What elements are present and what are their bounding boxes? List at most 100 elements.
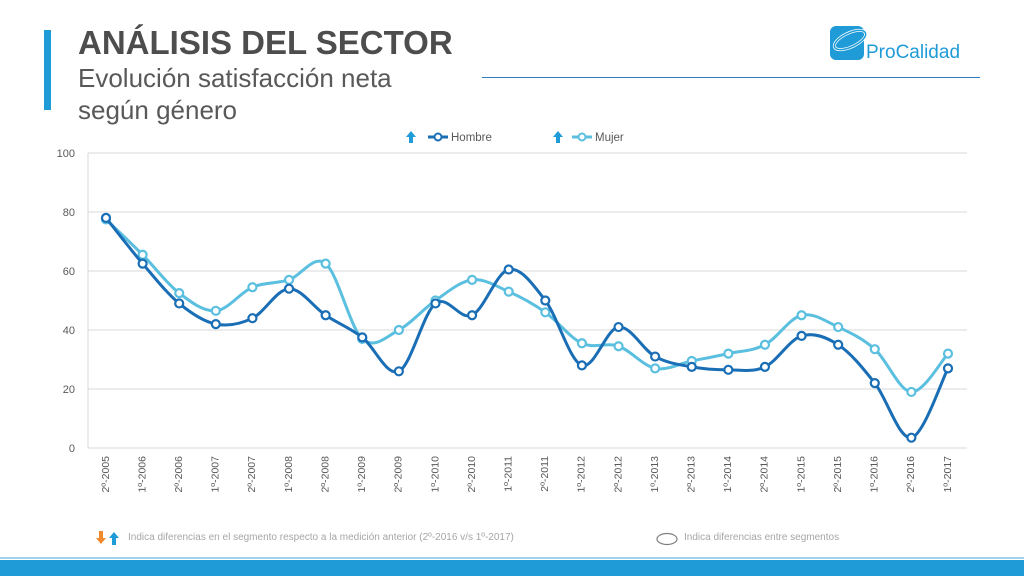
data-point-hombre: [576, 360, 588, 371]
x-tick-label: 2º-2006: [173, 456, 185, 493]
data-point-mujer: [210, 305, 221, 316]
data-point-mujer: [283, 274, 295, 285]
data-point-hombre: [430, 298, 441, 309]
data-point-hombre: [796, 330, 807, 341]
data-point-hombre: [759, 361, 771, 372]
x-tick-label: 2º-2013: [686, 456, 698, 493]
data-point-mujer: [503, 286, 514, 297]
down-arrow-icon: [96, 531, 106, 544]
data-point-hombre: [686, 361, 697, 372]
x-tick-label: 2º-2012: [612, 456, 624, 493]
data-point-hombre: [723, 364, 734, 375]
x-tick-label: 2º-2007: [246, 456, 258, 493]
x-tick-label: 2º-2016: [905, 456, 917, 493]
y-tick-label: 20: [63, 384, 75, 396]
data-point-mujer: [174, 288, 185, 299]
data-point-hombre: [540, 295, 551, 306]
legend-marker-swatch: [433, 132, 443, 142]
bottom-accent-bar: [0, 560, 1024, 576]
data-point-mujer: [796, 310, 807, 321]
data-point-hombre: [466, 310, 478, 321]
arrows-legend-icon: [96, 531, 119, 545]
procalidad-logo: ProCalidad: [826, 20, 996, 70]
page-title: ANÁLISIS DEL SECTOR: [78, 24, 453, 61]
data-point-hombre: [320, 310, 331, 321]
data-point-hombre: [137, 258, 148, 269]
data-point-hombre: [100, 212, 112, 223]
page-subtitle: Evolución satisfacción neta según género: [78, 63, 392, 125]
circle-footnote: Indica diferencias entre segmentos: [684, 532, 840, 543]
data-point-hombre: [833, 339, 844, 350]
legend-label-mujer: Mujer: [595, 132, 624, 144]
x-tick-label: 1º-2012: [576, 456, 588, 493]
x-tick-label: 1º-2008: [283, 456, 295, 493]
x-tick-label: 1º-2017: [942, 456, 954, 493]
logo-text-pro: Pro: [866, 42, 896, 63]
data-point-mujer: [906, 386, 917, 398]
data-point-hombre: [283, 283, 295, 294]
data-point-mujer: [247, 282, 258, 293]
x-tick-label: 2º-2010: [466, 456, 478, 493]
data-point-hombre: [613, 321, 624, 333]
legend-up-arrow-icon: [406, 131, 416, 143]
x-tick-label: 1º-2006: [136, 456, 148, 493]
x-tick-label: 1º-2015: [795, 456, 807, 493]
header-divider: [482, 77, 980, 78]
data-point-mujer: [393, 324, 404, 336]
arrows-footnote: Indica diferencias en el segmento respec…: [128, 532, 514, 543]
logo-text: ProCalidad: [866, 42, 960, 64]
title-accent-bar: [44, 30, 51, 110]
series-line-mujer: [104, 218, 950, 394]
x-tick-label: 1º-2016: [869, 456, 881, 493]
data-point-hombre: [906, 432, 917, 443]
circle-legend-icon: [656, 532, 678, 546]
data-point-mujer: [613, 341, 624, 352]
data-point-mujer: [723, 348, 734, 359]
y-tick-label: 0: [69, 443, 75, 455]
data-point-mujer: [137, 249, 148, 260]
data-point-mujer: [869, 344, 880, 355]
series-line-hombre: [104, 216, 950, 440]
y-tick-label: 40: [63, 325, 75, 337]
data-point-hombre: [650, 351, 661, 362]
x-tick-label: 1º-2013: [649, 456, 661, 493]
x-tick-label: 1º-2009: [356, 456, 368, 493]
x-tick-label: 2º-2014: [759, 456, 771, 493]
x-tick-label: 2º-2009: [393, 456, 405, 493]
data-point-mujer: [759, 339, 771, 350]
y-tick-label: 60: [63, 266, 75, 278]
data-point-mujer: [320, 258, 331, 269]
data-point-mujer: [833, 321, 844, 333]
x-tick-label: 1º-2014: [722, 456, 734, 493]
data-point-hombre: [869, 378, 880, 389]
legend-marker-swatch: [577, 132, 587, 142]
data-point-hombre: [247, 313, 258, 324]
data-point-hombre: [393, 366, 404, 377]
data-point-hombre: [357, 332, 368, 343]
data-point-hombre: [503, 264, 514, 275]
x-tick-label: 2º-2008: [319, 456, 331, 493]
x-tick-label: 2º-2011: [539, 456, 551, 492]
data-point-hombre: [942, 363, 954, 374]
bottom-accent-line: [0, 557, 1024, 559]
data-point-hombre: [174, 298, 185, 309]
logo-icon: [830, 26, 868, 60]
y-tick-label: 80: [63, 207, 75, 219]
legend-up-arrow-icon: [553, 131, 563, 143]
up-arrow-icon: [109, 532, 119, 545]
x-tick-label: 2º-2005: [100, 456, 112, 493]
data-point-mujer: [576, 338, 588, 349]
y-tick-label: 100: [57, 148, 75, 160]
data-point-mujer: [650, 363, 661, 374]
legend-label-hombre: Hombre: [451, 132, 492, 144]
data-point-mujer: [942, 348, 954, 359]
data-point-hombre: [210, 319, 221, 330]
x-tick-label: 1º-2007: [210, 456, 222, 493]
data-point-mujer: [466, 274, 478, 285]
x-tick-label: 2º-2015: [832, 456, 844, 493]
x-tick-label: 1º-2010: [429, 456, 441, 493]
data-point-mujer: [540, 307, 551, 318]
x-tick-label: 1º-2011: [502, 456, 514, 492]
logo-text-calidad: Calidad: [895, 42, 961, 63]
